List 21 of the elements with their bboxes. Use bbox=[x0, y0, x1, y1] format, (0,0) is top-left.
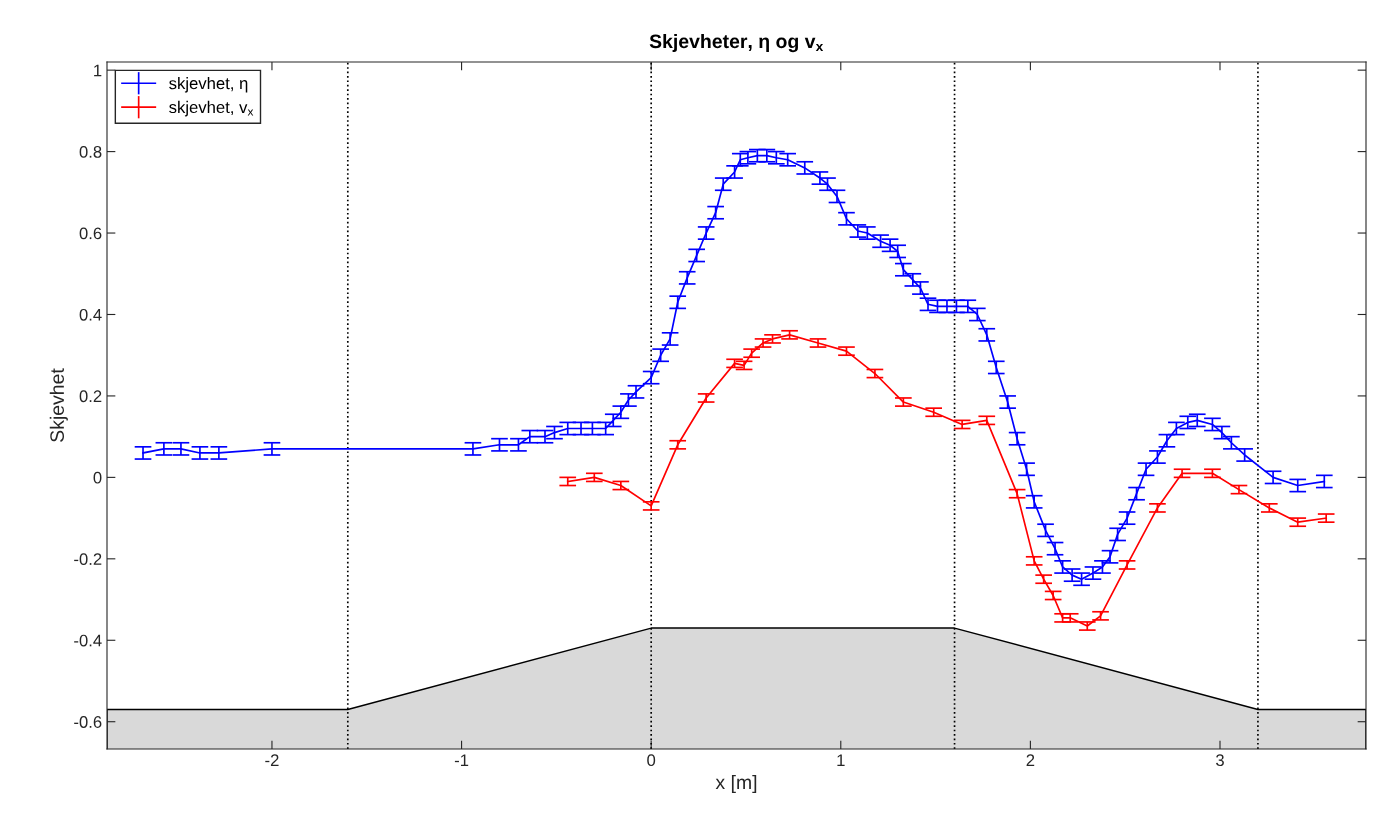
y-tick-label: -0.2 bbox=[74, 553, 102, 566]
x-tick-label: 3 bbox=[1216, 754, 1224, 767]
x-axis-title: x [m] bbox=[715, 774, 757, 794]
x-tick-label: -2 bbox=[265, 754, 279, 766]
chart-title: Skjevheter, η og v$_{x}$ bbox=[649, 33, 824, 53]
x-tick-label: -1 bbox=[454, 754, 469, 766]
y-tick-label: 1 bbox=[94, 64, 102, 77]
x-tick-label: 0 bbox=[647, 754, 656, 767]
y-tick-label: -0.6 bbox=[74, 716, 102, 728]
y-tick-label: 0.8 bbox=[79, 145, 102, 158]
y-tick-label: 0.4 bbox=[79, 308, 102, 321]
y-tick-label: 0.2 bbox=[79, 390, 102, 403]
y-tick-label: 0.6 bbox=[79, 227, 102, 240]
legend-label: skjevhet, η bbox=[169, 77, 248, 93]
legend-label: skjevhet, v$_{x}$ bbox=[169, 100, 254, 117]
line-series bbox=[142, 154, 1326, 581]
x-tick-label: 1 bbox=[837, 754, 845, 766]
x-tick-label: 2 bbox=[1026, 754, 1035, 766]
y-axis-title: Skjevhet bbox=[49, 368, 68, 442]
y-tick-label: 0 bbox=[93, 471, 102, 484]
y-tick-label: -0.4 bbox=[74, 634, 102, 647]
